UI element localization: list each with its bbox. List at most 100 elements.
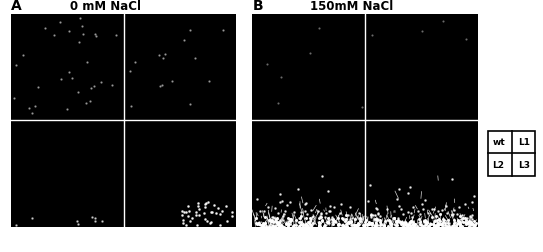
Point bbox=[87, 87, 96, 91]
Point bbox=[316, 214, 325, 218]
Point bbox=[372, 206, 381, 210]
Point bbox=[433, 223, 442, 227]
Point bbox=[353, 222, 362, 226]
Point bbox=[424, 225, 433, 229]
Point bbox=[185, 29, 194, 33]
Point bbox=[433, 209, 442, 213]
Point bbox=[440, 224, 449, 228]
Point bbox=[317, 213, 325, 217]
Point bbox=[286, 217, 294, 221]
Point bbox=[463, 222, 471, 226]
Point bbox=[407, 224, 415, 228]
Point bbox=[296, 210, 305, 214]
Point bbox=[293, 187, 302, 191]
Point bbox=[190, 57, 199, 61]
Point bbox=[333, 216, 342, 220]
Point bbox=[371, 217, 380, 222]
Point bbox=[337, 202, 346, 206]
Point bbox=[219, 29, 228, 33]
Point bbox=[407, 215, 416, 219]
Point bbox=[75, 40, 84, 44]
Point bbox=[404, 224, 413, 228]
Point bbox=[439, 19, 447, 23]
Point bbox=[466, 220, 475, 224]
Point bbox=[206, 210, 215, 214]
Point bbox=[344, 220, 352, 224]
Point bbox=[419, 224, 427, 228]
Point bbox=[462, 218, 470, 222]
Point bbox=[318, 219, 326, 223]
Point bbox=[373, 217, 382, 222]
Point bbox=[367, 221, 375, 225]
Point bbox=[339, 224, 348, 228]
Point bbox=[207, 210, 216, 214]
Point bbox=[179, 218, 188, 222]
Point bbox=[377, 223, 386, 227]
Point bbox=[296, 223, 305, 227]
Point bbox=[371, 213, 380, 217]
Point bbox=[323, 220, 331, 224]
Bar bbox=[488, 131, 535, 176]
Point bbox=[303, 212, 312, 216]
Point bbox=[392, 223, 401, 227]
Point bbox=[345, 219, 353, 223]
Point bbox=[255, 221, 263, 225]
Point bbox=[398, 224, 407, 228]
Point bbox=[355, 219, 364, 224]
Point bbox=[353, 223, 362, 227]
Point bbox=[408, 222, 417, 226]
Point bbox=[267, 218, 276, 223]
Point bbox=[440, 218, 449, 222]
Point bbox=[322, 211, 331, 215]
Point bbox=[74, 222, 83, 226]
Point bbox=[272, 221, 281, 225]
Point bbox=[449, 212, 458, 216]
Point bbox=[126, 70, 135, 74]
Point bbox=[381, 219, 390, 224]
Point bbox=[202, 201, 211, 205]
Point bbox=[301, 224, 310, 228]
Point bbox=[304, 220, 312, 224]
Point bbox=[277, 75, 286, 79]
Point bbox=[111, 34, 120, 38]
Point bbox=[426, 221, 434, 225]
Point bbox=[41, 27, 49, 31]
Point bbox=[470, 219, 478, 223]
Point bbox=[278, 224, 287, 228]
Point bbox=[351, 217, 359, 221]
Point bbox=[333, 222, 342, 226]
Point bbox=[283, 224, 292, 228]
Point bbox=[10, 96, 18, 100]
Point bbox=[341, 217, 350, 221]
Point bbox=[367, 215, 375, 219]
Point bbox=[356, 217, 364, 221]
Point bbox=[443, 224, 451, 228]
Point bbox=[470, 224, 478, 228]
Point bbox=[318, 175, 326, 179]
Point bbox=[325, 205, 334, 209]
Point bbox=[295, 216, 304, 220]
Point bbox=[405, 221, 414, 225]
Point bbox=[395, 204, 403, 208]
Text: A: A bbox=[11, 0, 22, 13]
Point bbox=[372, 220, 381, 224]
Point bbox=[373, 223, 382, 227]
Point bbox=[469, 223, 478, 227]
Point bbox=[258, 223, 267, 227]
Point bbox=[386, 223, 394, 227]
Point bbox=[410, 225, 419, 229]
Point bbox=[375, 223, 384, 227]
Point bbox=[210, 203, 219, 207]
Point bbox=[292, 218, 300, 222]
Point bbox=[434, 222, 443, 226]
Point bbox=[288, 225, 297, 229]
Point bbox=[468, 217, 476, 221]
Point bbox=[283, 219, 292, 223]
Point bbox=[403, 223, 412, 227]
Point bbox=[178, 209, 187, 213]
Point bbox=[268, 223, 277, 227]
Point bbox=[194, 201, 203, 205]
Point bbox=[359, 224, 368, 228]
Point bbox=[194, 204, 203, 208]
Point bbox=[430, 207, 438, 211]
